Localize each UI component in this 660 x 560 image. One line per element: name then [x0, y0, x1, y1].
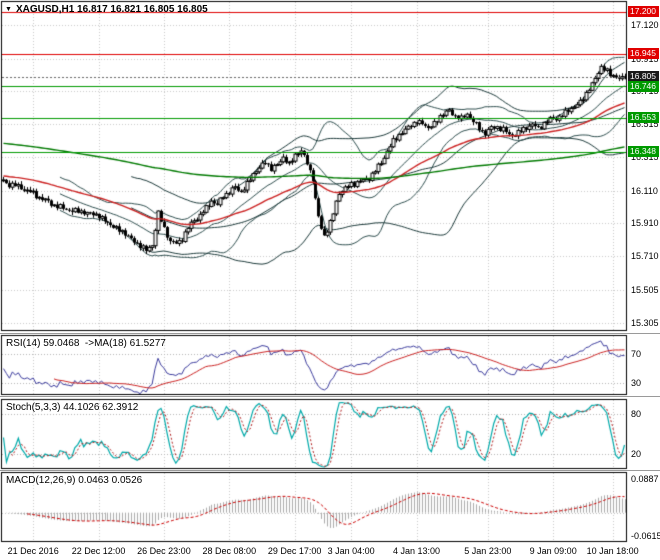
- panel-separator[interactable]: [0, 396, 660, 397]
- indicator-tick-label: 70: [631, 349, 642, 360]
- price-tick-label: 17.120: [631, 19, 659, 30]
- price-level-badge: 17.200: [628, 6, 659, 18]
- rsi-label: RSI(14) 59.0468 ->MA(18) 61.5277: [6, 338, 166, 349]
- chart-header: ▼ XAGUSD,H1 16.817 16.821 16.805 16.805: [5, 3, 208, 16]
- price-tick-label: 15.910: [631, 218, 659, 229]
- panel-separator[interactable]: [0, 470, 660, 471]
- price-tick-label: 16.515: [631, 119, 659, 130]
- time-axis-label: 9 Jan 09:00: [529, 546, 577, 556]
- price-tick-label: 16.110: [631, 185, 658, 196]
- symbol-dropdown-icon[interactable]: ▼: [5, 5, 12, 13]
- price-level-badge: 16.348: [628, 146, 659, 158]
- time-axis-label: 5 Jan 23:00: [464, 546, 512, 556]
- indicator-tick-label: 20: [631, 449, 642, 460]
- price-level-badge: 16.945: [628, 48, 659, 60]
- symbol-quote-line: XAGUSD,H1 16.817 16.821 16.805 16.805: [15, 4, 208, 15]
- time-axis-label: 4 Jan 13:00: [392, 546, 441, 556]
- time-axis-label: 22 Dec 12:00: [71, 546, 126, 556]
- time-axis-label: 28 Dec 08:00: [202, 546, 257, 556]
- time-axis-label: 21 Dec 2016: [7, 546, 59, 556]
- time-axis-label: 3 Jan 04:00: [327, 546, 375, 556]
- macd-label: MACD(12,26,9) 0.0463 0.0526: [6, 475, 143, 486]
- indicator-tick-label: 0.0887: [631, 474, 659, 485]
- indicator-tick-label: 30: [631, 378, 642, 389]
- time-axis-label: 26 Dec 23:00: [137, 546, 191, 556]
- indicator-tick-label: -0.0615: [631, 530, 660, 541]
- price-tick-label: 15.505: [631, 284, 659, 295]
- price-tick-label: 15.710: [631, 251, 659, 262]
- price-tick-label: 15.305: [631, 317, 659, 328]
- time-axis-label: 10 Jan 18:00: [586, 546, 639, 556]
- price-level-badge: 16.553: [628, 112, 659, 124]
- stoch-label: Stoch(5,3,3) 44.1026 62.3912: [6, 402, 139, 413]
- time-axis-label: 29 Dec 17:00: [267, 546, 322, 556]
- price-level-badge: 16.746: [628, 80, 659, 92]
- panel-separator[interactable]: [0, 333, 660, 334]
- indicator-tick-label: 80: [631, 408, 642, 419]
- price-level-badge: 16.805: [628, 71, 659, 83]
